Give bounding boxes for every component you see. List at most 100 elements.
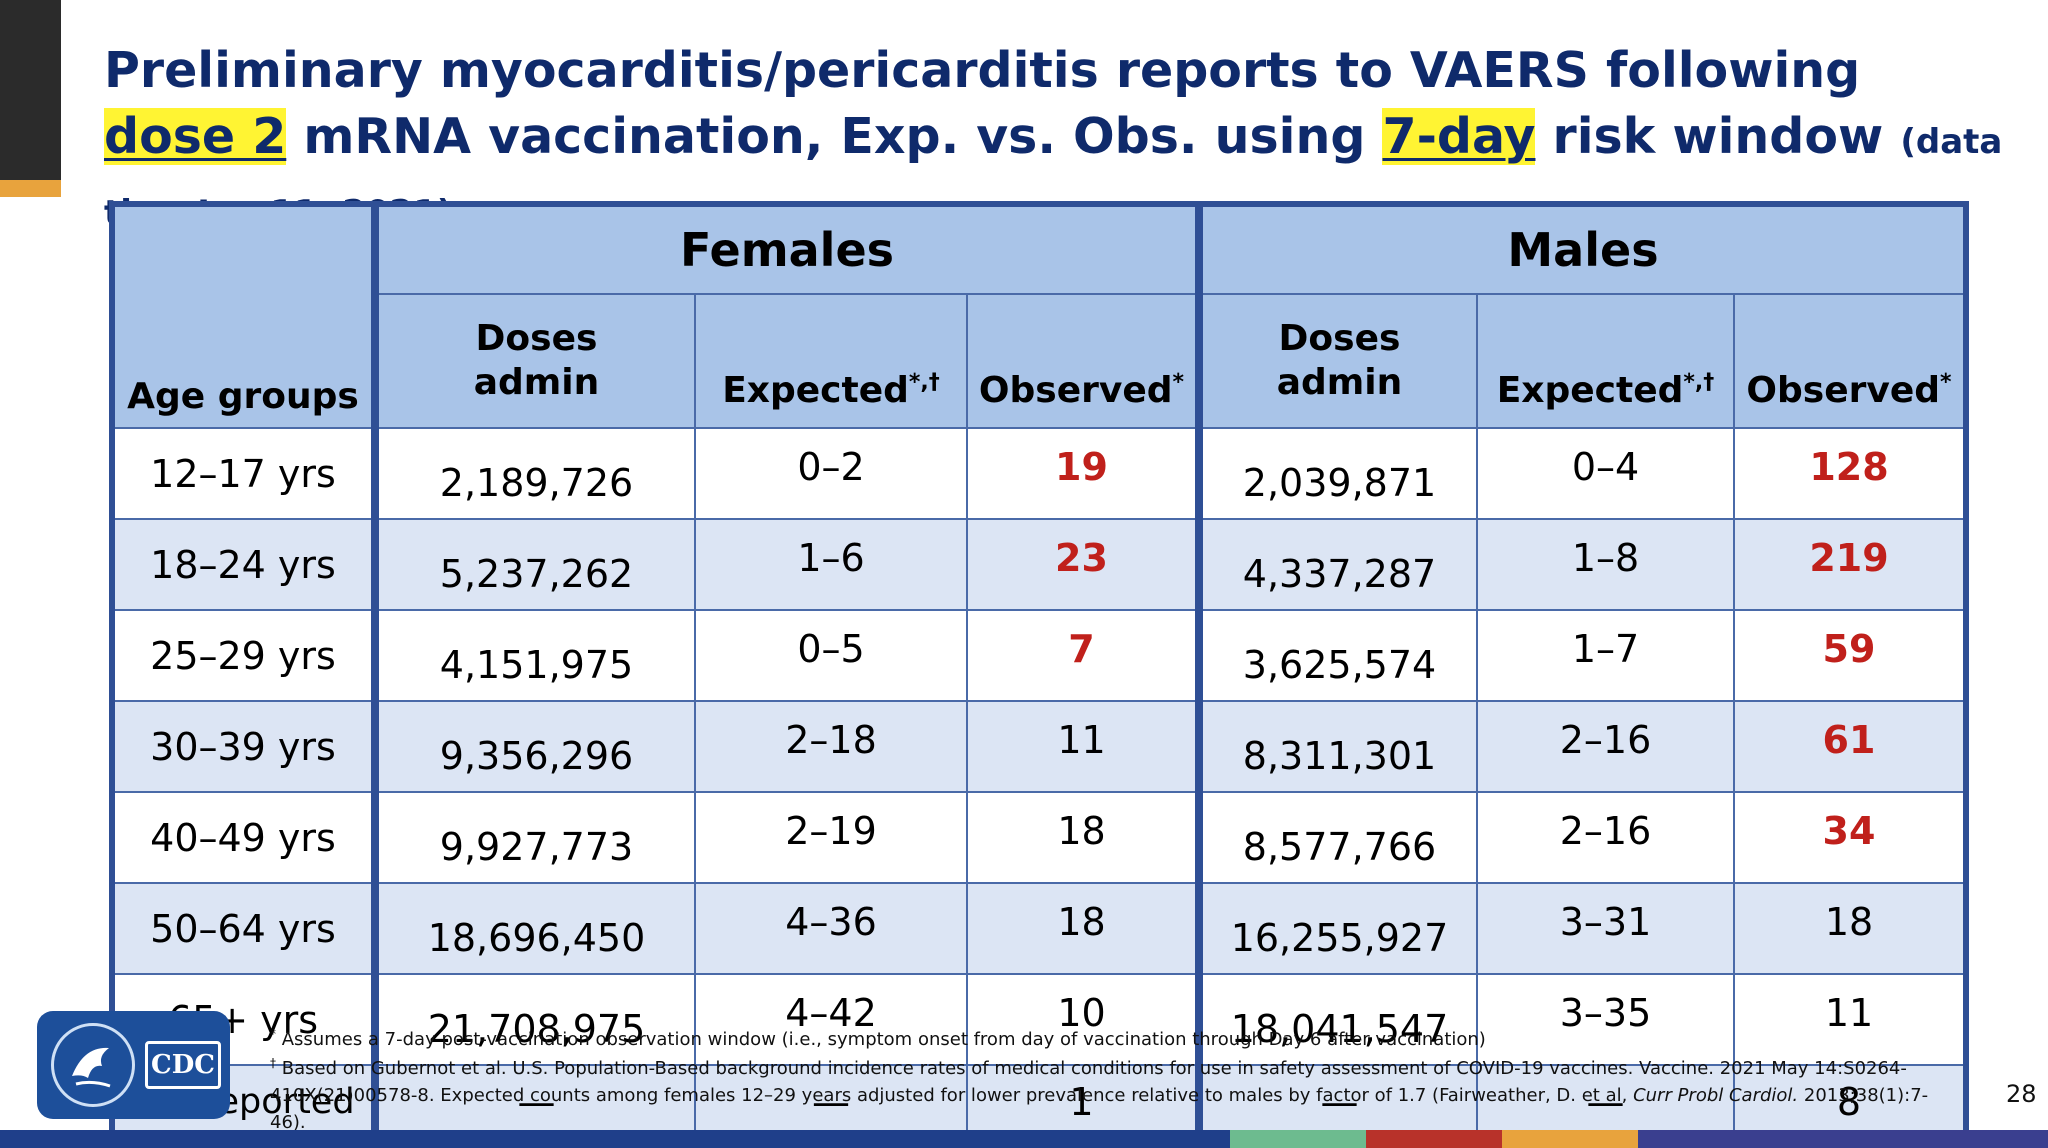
females-header: Females [374,203,1203,295]
page-number: 28 [2006,1080,2037,1108]
male-expected-cell: 2–16 [1476,791,1735,884]
observed-sup: * [1940,370,1952,395]
table-row: 65+ yrs 21,708,975 4–42 10 18,041,547 3–… [111,973,1967,1066]
bottom-bar-segment [1502,1130,1638,1148]
female-observed-cell: 1 [966,1064,1203,1141]
female-observed-cell: 19 [966,427,1203,520]
expected-label: Expected [722,370,909,411]
female-doses-cell: 5,237,262 [374,518,696,611]
title-text-3: risk window [1535,108,1901,165]
female-expected-cell: 2–18 [694,700,968,793]
title-highlight-window: 7-day [1382,108,1536,165]
eagle-icon [72,1047,111,1088]
title-text-1: Preliminary myocarditis/pericarditis rep… [104,42,1861,99]
table-row: 25–29 yrs 4,151,975 0–5 7 3,625,574 1–7 … [111,609,1967,702]
female-doses-cell: 18,696,450 [374,882,696,975]
footnote-2-citation: 2013;38(1):7-46). [270,1085,1929,1133]
bottom-color-bar [0,1130,2048,1148]
expected-label: Expected [1496,370,1684,411]
male-observed-cell: 61 [1733,700,1967,793]
age-cell: 30–39 yrs [111,700,379,793]
male-expected-cell: — [1476,1064,1735,1141]
observed-label: Observed [1746,370,1941,411]
male-observed-cell: 219 [1733,518,1967,611]
left-accent-bar [0,180,61,197]
male-doses-cell: 18,041,547 [1198,973,1478,1066]
footnote-2-text: Based on Gubernot et al. U.S. Population… [270,1058,1907,1106]
female-observed-cell: 7 [966,609,1203,702]
doses-line1: Doses [475,318,598,359]
table-row: 12–17 yrs 2,189,726 0–2 19 2,039,871 0–4… [111,427,1967,520]
bottom-bar-segment [0,1130,1230,1148]
female-doses-cell: 2,189,726 [374,427,696,520]
footnote-2-mark: † [270,1056,276,1070]
footnote-1-text: Assumes a 7-day post-vaccination observa… [281,1029,1486,1050]
title-text-2: mRNA vaccination, Exp. vs. Obs. using [286,108,1383,165]
male-doses-cell: 8,577,766 [1198,791,1478,884]
age-groups-header: Age groups [111,203,379,429]
male-expected-cell: 1–7 [1476,609,1735,702]
age-cell: 18–24 yrs [111,518,379,611]
doses-line2: admin [1276,362,1403,403]
hhs-seal-icon [51,1023,135,1107]
male-doses-header: Doses admin [1198,293,1478,429]
female-doses-cell: 9,356,296 [374,700,696,793]
male-doses-cell: 4,337,287 [1198,518,1478,611]
table-row: 40–49 yrs 9,927,773 2–19 18 8,577,766 2–… [111,791,1967,884]
table-row: Not reported — — 1 — — 8 [111,1064,1967,1141]
myocarditis-table: Age groups Females Males Doses admin Expe… [109,201,1969,1143]
observed-sup: * [1172,370,1185,395]
female-doses-cell: — [374,1064,696,1141]
title-highlight-dose: dose 2 [104,108,287,165]
age-cell: 25–29 yrs [111,609,379,702]
female-expected-cell: 4–42 [694,973,968,1066]
male-expected-cell: 0–4 [1476,427,1735,520]
male-doses-cell: 3,625,574 [1198,609,1478,702]
table-row: 18–24 yrs 5,237,262 1–6 23 4,337,287 1–8… [111,518,1967,611]
bottom-bar-segment [1638,1130,2048,1148]
males-header: Males [1198,203,1967,295]
left-dark-bar [0,0,61,180]
male-observed-cell: 8 [1733,1064,1967,1141]
female-observed-cell: 23 [966,518,1203,611]
male-expected-cell: 2–16 [1476,700,1735,793]
female-expected-cell: 0–2 [694,427,968,520]
male-observed-cell: 11 [1733,973,1967,1066]
age-cell: 50–64 yrs [111,882,379,975]
male-doses-cell: 8,311,301 [1198,700,1478,793]
female-expected-header: Expected*,† [694,293,968,429]
table-row: 30–39 yrs 9,356,296 2–18 11 8,311,301 2–… [111,700,1967,793]
male-observed-header: Observed* [1733,293,1967,429]
bottom-bar-segment [1230,1130,1366,1148]
observed-label: Observed [978,370,1173,411]
cdc-logo: CDC [37,1011,230,1119]
male-expected-cell: 3–31 [1476,882,1735,975]
female-expected-cell: — [694,1064,968,1141]
female-observed-cell: 10 [966,973,1203,1066]
bottom-bar-segment [1366,1130,1502,1148]
female-doses-cell: 4,151,975 [374,609,696,702]
age-cell: 12–17 yrs [111,427,379,520]
footnote-1: * Assumes a 7-day post-vaccination obser… [270,1026,1970,1053]
male-observed-cell: 59 [1733,609,1967,702]
female-expected-cell: 0–5 [694,609,968,702]
female-observed-cell: 18 [966,882,1203,975]
female-doses-header: Doses admin [374,293,696,429]
female-observed-cell: 11 [966,700,1203,793]
female-expected-cell: 4–36 [694,882,968,975]
cdc-logo-text: CDC [145,1041,221,1089]
male-observed-cell: 34 [1733,791,1967,884]
footnote-2: † Based on Gubernot et al. U.S. Populati… [270,1055,1960,1136]
male-expected-header: Expected*,† [1476,293,1735,429]
female-observed-cell: 18 [966,791,1203,884]
age-cell: 40–49 yrs [111,791,379,884]
female-doses-cell: 21,708,975 [374,973,696,1066]
expected-sup: *,† [908,370,940,395]
female-expected-cell: 2–19 [694,791,968,884]
doses-line2: admin [473,362,600,403]
expected-sup: *,† [1683,370,1715,395]
male-expected-cell: 1–8 [1476,518,1735,611]
male-expected-cell: 3–35 [1476,973,1735,1066]
table-row: 50–64 yrs 18,696,450 4–36 18 16,255,927 … [111,882,1967,975]
footnote-2-journal: Curr Probl Cardiol. [1633,1085,1799,1106]
